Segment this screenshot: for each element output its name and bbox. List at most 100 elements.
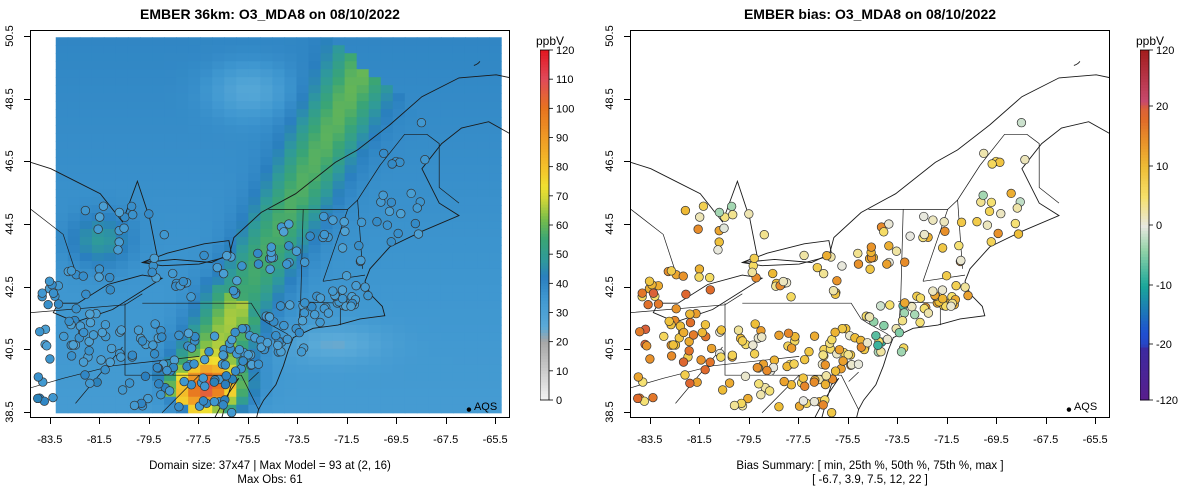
grid-cell [464,45,478,54]
bias-site-point [706,343,717,354]
grid-cell [489,284,502,294]
grid-cell [392,197,406,206]
grid-cell [464,244,478,254]
colorbar-band [540,216,549,220]
grid-cell [272,244,286,254]
grid-cell [344,252,358,262]
grid-cell [67,93,81,102]
grid-cell [489,125,502,134]
grid-cell [440,125,454,134]
colorbar-band [540,102,549,106]
grid-cell [380,157,394,166]
obs-site-point [271,330,281,341]
grid-cell [79,260,93,270]
grid-cell [103,396,117,406]
grid-cell [212,364,225,374]
grid-cell [452,348,466,358]
colorbar-band [540,155,549,159]
grid-cell [67,189,81,198]
grid-cell [344,324,358,334]
grid-cell [103,181,117,190]
bias-site-point [853,248,863,259]
grid-cell [368,205,382,214]
grid-cell [464,189,478,198]
grid-cell [260,117,274,126]
grid-cell [236,316,249,326]
bias-site-point [643,299,653,310]
grid-cell [308,340,322,350]
bias-site-point [879,320,889,331]
grid-cell [320,101,334,110]
grid-cell [380,396,394,406]
grid-cell [103,125,117,134]
grid-cell [236,396,249,406]
colorbar-band [540,61,549,66]
y-tick-mark [624,98,630,100]
x-tick-mark [495,418,497,424]
grid-cell [139,300,153,310]
grid-cell [416,53,430,62]
grid-cell [188,77,201,86]
bias-site-point [956,255,966,266]
state-border [848,371,859,382]
grid-cell [91,149,105,158]
grid-cell [248,252,261,262]
grid-cell [416,364,430,374]
colorbar-band [1140,341,1149,346]
grid-cell [236,101,249,110]
grid-cell [489,53,502,62]
grid-cell [91,173,105,182]
grid-cell [404,316,418,326]
grid-cell [416,61,430,70]
grid-cell [152,292,165,302]
grid-cell [188,189,201,198]
grid-cell [139,348,153,358]
grid-cell [477,380,490,390]
grid-cell [332,85,346,94]
grid-cell [188,244,201,254]
grid-cell [248,117,261,126]
obs-site-point [346,301,356,311]
obs-site-point [100,320,111,330]
grid-cell [103,372,117,382]
grid-cell [320,276,334,286]
grid-cell [139,173,153,182]
grid-cell [200,364,213,374]
grid-cell [308,213,322,222]
colorbar-band [540,125,549,130]
obs-site-point [372,217,382,227]
obs-site-point [218,350,228,360]
grid-cell [428,324,442,334]
grid-cell [176,37,189,46]
colorbar-band [540,207,549,211]
grid-cell [260,69,274,78]
grid-cell [55,236,69,246]
obs-site-point [128,210,138,220]
grid-cell [356,300,370,310]
grid-cell [176,308,189,318]
bias-site-point [648,288,659,298]
grid-cell [139,332,153,342]
obs-site-point [78,357,89,367]
grid-cell [127,117,141,126]
grid-cell [272,284,286,294]
obs-site-point [48,392,58,403]
grid-cell [452,109,466,118]
obs-site-point [382,220,393,230]
grid-cell [248,85,261,94]
grid-cell [416,388,430,398]
grid-cell [236,157,249,166]
grid-cell [212,45,225,54]
grid-cell [200,69,213,78]
colorbar-band [540,195,549,200]
grid-cell [428,69,442,78]
grid-cell [428,77,442,86]
grid-cell [404,181,418,190]
grid-cell [91,292,105,302]
grid-cell [356,93,370,102]
colorbar-band [540,359,549,363]
grid-cell [284,93,298,102]
grid-cell [452,260,466,270]
grid-cell [79,101,93,110]
colorbar-band [1140,67,1149,71]
